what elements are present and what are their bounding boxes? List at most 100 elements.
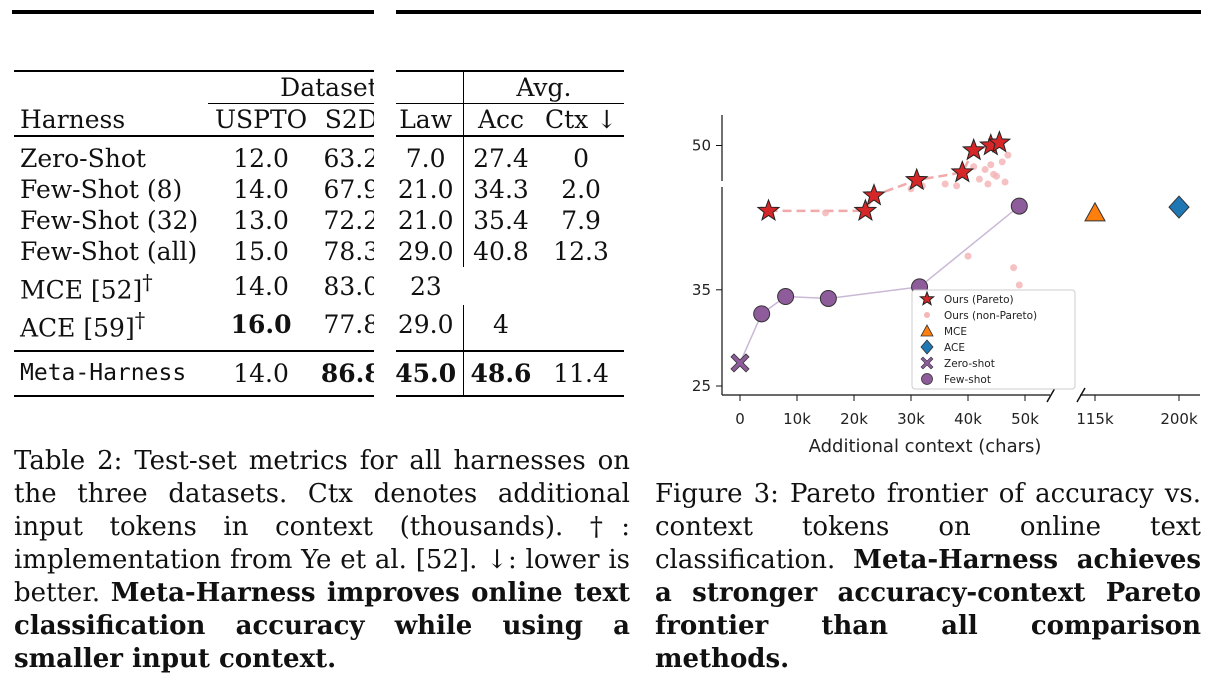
- cell-uspto: 13.0: [233, 206, 289, 235]
- cell-law: 7.0: [388, 136, 464, 174]
- chart-axes: 0 10k 20k 30k 40k 50k 115k 200k 25 35 50: [692, 115, 1200, 428]
- data-point-circle: [777, 288, 795, 306]
- cell-law: 29.0: [388, 236, 464, 267]
- data-point-diamond: [1168, 195, 1190, 219]
- col-header-acc: Acc: [477, 105, 524, 134]
- cell-acc: 27.4: [473, 144, 529, 173]
- data-point-dot: [1015, 281, 1023, 289]
- x-tick-label: 40k: [954, 410, 982, 428]
- legend-label: MCE: [944, 326, 967, 338]
- data-point-star: [853, 198, 878, 221]
- pareto-chart: 0 10k 20k 30k 40k 50k 115k 200k 25 35 50 Ours (Par…: [692, 115, 1200, 457]
- cell-uspto: 14.0: [233, 358, 289, 388]
- data-point-dot: [964, 252, 972, 260]
- cell-law: 21.0: [388, 174, 464, 205]
- cell-uspto: 16.0: [230, 309, 292, 339]
- x-axis-label: Additional context (chars): [809, 436, 1042, 457]
- data-point-star: [756, 198, 781, 221]
- cell-s2d: 72.2: [323, 206, 380, 235]
- cell-acc: 34.3: [473, 175, 529, 204]
- data-point-star: [987, 130, 1012, 153]
- chart-marks: [730, 130, 1190, 373]
- cell-ctx: 12.3: [553, 237, 609, 266]
- data-point-dot: [981, 166, 989, 174]
- x-tick-label: 10k: [783, 410, 811, 428]
- harness-name: Few-Shot (32): [20, 206, 199, 235]
- caption-bold: Meta-Harness improves online text classi…: [14, 578, 631, 674]
- col-header-harness: Harness: [20, 104, 126, 134]
- chart-legend: Ours (Pareto) Ours (non-Pareto) MCE ACE Zero…: [911, 289, 1076, 390]
- cell-s2d: 77.8: [323, 309, 380, 339]
- results-table: Datasets Avg. Harness USPTO S2D Law Acc …: [14, 70, 624, 397]
- cell-uspto: 14.0: [233, 175, 289, 204]
- cell-s2d: 78.3: [323, 237, 380, 266]
- page-top-rule: [12, 10, 1201, 14]
- cell-acc: 35.4: [473, 206, 529, 235]
- col-header-s2d: S2D: [324, 105, 378, 134]
- cell-acc: 4: [493, 309, 509, 339]
- table-row: Meta-Harness 14.0 86.8 45.0 48.6 11.4: [14, 350, 624, 396]
- x-tick-label: 115k: [1076, 410, 1114, 428]
- legend-marker: [920, 324, 934, 337]
- legend-marker: [920, 339, 934, 355]
- harness-name: Few-Shot (8): [20, 175, 183, 204]
- caption-bold: Meta-Harness achieves a stronger accurac…: [655, 545, 1201, 674]
- cell-ctx: 0: [573, 144, 590, 173]
- col-header-uspto: USPTO: [214, 105, 308, 134]
- col-header-law: Law: [388, 103, 464, 136]
- data-point-circle: [1010, 197, 1028, 215]
- data-point-dot: [990, 170, 998, 178]
- harness-name: ACE [59]†: [14, 305, 208, 350]
- data-point-dot: [1001, 178, 1009, 186]
- x-tick-label: 30k: [897, 410, 925, 428]
- caption-label: Figure 3:: [655, 479, 779, 509]
- y-tick-label: 35: [692, 281, 711, 299]
- cell-s2d: 67.9: [323, 175, 380, 204]
- data-point-dot: [1010, 264, 1018, 272]
- harness-name: MCE [52]†: [14, 267, 208, 305]
- rule-gap: [374, 9, 396, 16]
- data-point-star: [950, 159, 975, 183]
- x-tick-label: 20k: [840, 410, 868, 428]
- cell-ctx: [538, 267, 624, 305]
- x-tick-label: 50k: [1011, 410, 1039, 428]
- data-point-dot: [987, 161, 995, 169]
- cell-law: 29.0: [388, 305, 464, 351]
- caption-label: Table 2:: [14, 446, 123, 476]
- harness-name: Few-Shot (all): [20, 237, 198, 266]
- x-tick-label: 200k: [1160, 410, 1198, 428]
- cell-law: 45.0: [388, 350, 464, 396]
- caption-text: Test-set metrics for all harnesses on th…: [14, 446, 630, 608]
- data-point-dot: [822, 209, 829, 217]
- col-header-ctx: Ctx ↓: [544, 105, 618, 134]
- data-point-star: [918, 290, 936, 306]
- group-header-datasets: Datasets: [207, 71, 464, 104]
- cell-uspto: 15.0: [233, 237, 289, 266]
- legend-label: Ours (non-Pareto): [944, 310, 1037, 322]
- group-header-avg: Avg.: [462, 71, 624, 104]
- harness-name: Zero-Shot: [20, 144, 146, 173]
- cell-s2d: 83.0: [323, 271, 380, 301]
- table-row: ACE [59]† 16.0 77.8 29.0 4: [14, 305, 624, 351]
- data-point-x: [730, 353, 750, 373]
- legend-marker: [924, 312, 930, 318]
- dagger-mark: †: [142, 270, 153, 294]
- legend-box: [911, 289, 1076, 390]
- data-point-star: [961, 137, 986, 161]
- y-axis-break: [717, 181, 729, 187]
- data-point-dot: [998, 158, 1006, 166]
- table-row: Few-Shot (all) 15.0 78.3 29.0 40.8 12.3: [14, 236, 624, 267]
- cell-uspto: 14.0: [233, 271, 289, 301]
- data-point-star: [904, 167, 929, 191]
- legend-label: Few-shot: [944, 374, 991, 386]
- legend-marker: [920, 356, 934, 370]
- few-shot-line: [739, 205, 1020, 364]
- figure-caption: Figure 3: Pareto frontier of accuracy vs…: [655, 478, 1201, 676]
- axis-break-mark: [1076, 387, 1086, 403]
- cell-ctx: 11.4: [553, 358, 609, 388]
- data-point-dot: [984, 180, 992, 188]
- data-point-circle: [753, 305, 771, 323]
- y-tick-label: 25: [692, 377, 711, 395]
- cell-law: 21.0: [388, 205, 464, 236]
- cell-acc: 48.6: [470, 358, 532, 388]
